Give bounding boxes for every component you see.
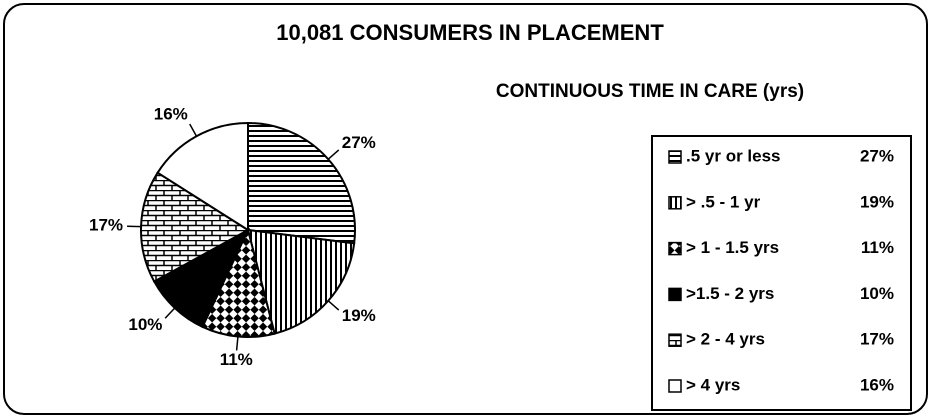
legend-label: > 4 yrs: [686, 375, 740, 394]
pie-slice: [156, 121, 249, 232]
legend-label: > 2 - 4 yrs: [686, 330, 765, 349]
legend-box: [651, 135, 912, 411]
legend-swatch: [668, 333, 682, 347]
legend-label: > 1 - 1.5 yrs: [686, 238, 779, 257]
legend-swatch: [668, 287, 682, 302]
legend-label: > .5 - 1 yr: [686, 192, 761, 211]
legend-swatch: [668, 196, 682, 210]
leader-line: [327, 149, 340, 160]
legend-swatch: [668, 241, 682, 256]
data-label: 17%: [89, 215, 123, 234]
legend-label: >1.5 - 2 yrs: [686, 284, 774, 303]
data-label: 11%: [220, 350, 253, 369]
leader-line: [327, 300, 340, 311]
pie-slice: [247, 121, 356, 245]
legend-value: 27%: [860, 146, 894, 165]
legend-value: 19%: [860, 192, 894, 211]
legend-value: 17%: [860, 330, 894, 349]
data-label: 27%: [342, 133, 376, 152]
legend-value: 11%: [861, 238, 894, 257]
chart-subtitle: CONTINUOUS TIME IN CARE (yrs): [496, 81, 804, 102]
legend-value: 10%: [860, 284, 894, 303]
pie-slice: [201, 227, 276, 338]
legend-swatch: [668, 379, 682, 393]
data-label: 19%: [342, 306, 376, 325]
pie-slice: [246, 228, 356, 335]
legend-label: .5 yr or less: [686, 146, 781, 165]
leader-line: [189, 123, 198, 137]
leader-line: [235, 336, 239, 351]
legend-swatch: [668, 150, 682, 164]
legend-value: 16%: [860, 375, 894, 394]
chart-title: 10,081 CONSUMERS IN PLACEMENT: [276, 20, 664, 45]
data-label: 16%: [154, 105, 188, 124]
data-label: 10%: [128, 315, 162, 334]
leader-line: [164, 307, 176, 319]
